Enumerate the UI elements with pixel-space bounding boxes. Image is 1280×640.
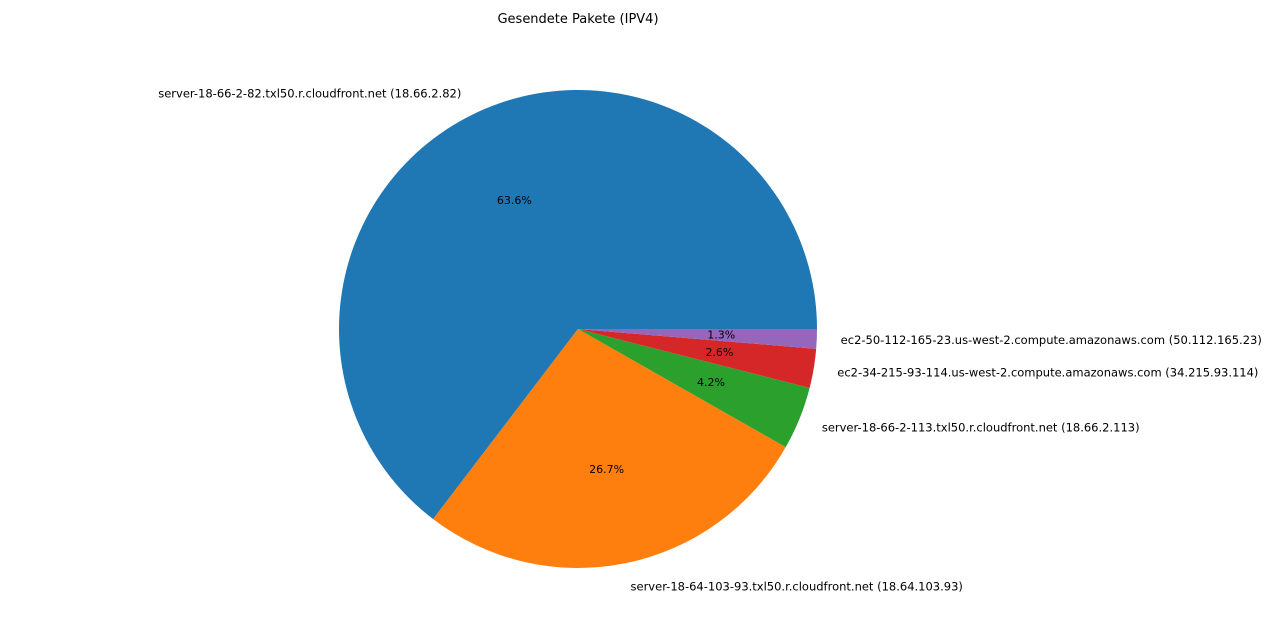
pie-slice-1 [338,90,817,520]
pie-slices [338,90,817,568]
percent-label-3: 4.2% [697,376,725,389]
percent-label-2: 26.7% [589,463,624,476]
slice-label-1: server-18-66-2-82.txl50.r.cloudfront.net… [158,86,461,100]
slice-label-5: ec2-50-112-165-23.us-west-2.compute.amaz… [841,333,1262,347]
pie-slice-5 [578,329,817,349]
chart-title: Gesendete Pakete (IPV4) [497,12,658,27]
slice-label-3: server-18-66-2-113.txl50.r.cloudfront.ne… [822,420,1140,434]
pie-slice-4 [578,329,817,388]
pie-slice-3 [578,329,810,448]
slice-labels: server-18-66-2-82.txl50.r.cloudfront.net… [158,86,1262,593]
slice-label-2: server-18-64-103-93.txl50.r.cloudfront.n… [631,580,963,594]
slice-label-4: ec2-34-215-93-114.us-west-2.compute.amaz… [837,365,1258,379]
percent-label-1: 63.6% [497,194,532,207]
percent-label-4: 2.6% [705,346,733,359]
percent-labels: 63.6% 26.7% 4.2% 2.6% 1.3% [497,194,735,476]
percent-label-5: 1.3% [707,328,735,341]
pie-slice-2 [433,329,786,568]
